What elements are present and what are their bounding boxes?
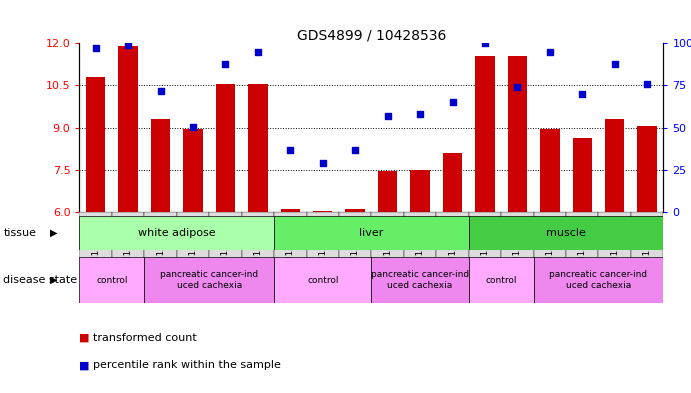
Text: GSM1255450: GSM1255450 <box>286 215 295 275</box>
Text: GSM1255448: GSM1255448 <box>643 215 652 275</box>
Text: GSM1255445: GSM1255445 <box>513 215 522 275</box>
Bar <box>79 257 144 303</box>
Bar <box>112 212 144 259</box>
Bar <box>573 138 592 212</box>
Text: GSM1255443: GSM1255443 <box>578 215 587 275</box>
Bar <box>468 216 663 250</box>
Bar <box>281 209 300 212</box>
Point <box>382 113 393 119</box>
Text: GSM1255446: GSM1255446 <box>610 215 619 275</box>
Bar <box>313 211 332 212</box>
Point <box>122 42 133 48</box>
Text: GSM1255453: GSM1255453 <box>351 215 360 275</box>
Bar <box>468 257 533 303</box>
Bar <box>144 212 177 259</box>
Bar <box>501 212 533 259</box>
Bar <box>605 119 625 212</box>
Bar <box>533 212 566 259</box>
Point <box>155 87 166 94</box>
Text: GSM1255454: GSM1255454 <box>448 215 457 275</box>
Bar <box>79 216 274 250</box>
Text: GSM1255440: GSM1255440 <box>221 215 230 275</box>
Point <box>350 147 361 153</box>
Bar <box>183 129 202 212</box>
Point <box>415 111 426 118</box>
Text: ▶: ▶ <box>50 228 57 238</box>
Text: white adipose: white adipose <box>138 228 216 238</box>
Text: ▶: ▶ <box>50 275 57 285</box>
Bar <box>371 257 468 303</box>
Text: GSM1255437: GSM1255437 <box>189 215 198 275</box>
Text: GSM1255441: GSM1255441 <box>156 215 165 275</box>
Bar <box>378 171 397 212</box>
Text: control: control <box>96 275 128 285</box>
Bar <box>410 170 430 212</box>
Bar <box>475 56 495 212</box>
Point <box>285 147 296 153</box>
Text: ■: ■ <box>79 333 90 343</box>
Bar <box>118 46 138 212</box>
Bar <box>216 83 235 212</box>
Text: percentile rank within the sample: percentile rank within the sample <box>93 360 281 371</box>
Bar <box>566 212 598 259</box>
Text: GSM1255442: GSM1255442 <box>254 215 263 275</box>
Bar <box>209 212 242 259</box>
Point <box>512 84 523 90</box>
Text: control: control <box>307 275 339 285</box>
Bar <box>339 212 371 259</box>
Text: ■: ■ <box>79 360 90 371</box>
Bar <box>86 77 106 212</box>
Point <box>447 99 458 105</box>
Point <box>187 124 198 130</box>
Text: GSM1255451: GSM1255451 <box>319 215 328 275</box>
Text: GSM1255439: GSM1255439 <box>124 215 133 275</box>
Bar <box>436 212 468 259</box>
Text: liver: liver <box>359 228 384 238</box>
Bar <box>144 257 274 303</box>
Text: GSM1255444: GSM1255444 <box>480 215 489 275</box>
Bar <box>533 257 663 303</box>
Point <box>545 48 556 55</box>
Bar <box>307 212 339 259</box>
Text: pancreatic cancer-ind
uced cachexia: pancreatic cancer-ind uced cachexia <box>371 270 469 290</box>
Text: muscle: muscle <box>546 228 586 238</box>
Bar <box>274 212 307 259</box>
Bar <box>346 209 365 212</box>
Text: disease state: disease state <box>3 275 77 285</box>
Point <box>642 81 653 87</box>
Bar <box>371 212 404 259</box>
Bar <box>468 212 501 259</box>
Bar <box>151 119 170 212</box>
Text: GSM1255447: GSM1255447 <box>545 215 554 275</box>
Point <box>90 45 101 51</box>
Point <box>220 61 231 67</box>
Point <box>252 48 263 55</box>
Point <box>317 160 328 166</box>
Text: transformed count: transformed count <box>93 333 197 343</box>
Bar <box>248 83 267 212</box>
Bar <box>274 257 371 303</box>
Title: GDS4899 / 10428536: GDS4899 / 10428536 <box>296 28 446 42</box>
Bar <box>79 212 112 259</box>
Bar <box>540 129 560 212</box>
Bar <box>598 212 631 259</box>
Bar <box>443 153 462 212</box>
Text: GSM1255449: GSM1255449 <box>383 215 392 275</box>
Text: pancreatic cancer-ind
uced cachexia: pancreatic cancer-ind uced cachexia <box>160 270 258 290</box>
Text: pancreatic cancer-ind
uced cachexia: pancreatic cancer-ind uced cachexia <box>549 270 647 290</box>
Point <box>577 91 588 97</box>
Bar <box>177 212 209 259</box>
Bar <box>242 212 274 259</box>
Bar <box>404 212 436 259</box>
Text: tissue: tissue <box>3 228 37 238</box>
Point <box>609 61 621 67</box>
Bar <box>508 56 527 212</box>
Point <box>480 40 491 46</box>
Text: GSM1255452: GSM1255452 <box>415 215 424 275</box>
Text: control: control <box>485 275 517 285</box>
Bar <box>637 126 657 212</box>
Text: GSM1255438: GSM1255438 <box>91 215 100 275</box>
Bar <box>631 212 663 259</box>
Bar <box>274 216 468 250</box>
